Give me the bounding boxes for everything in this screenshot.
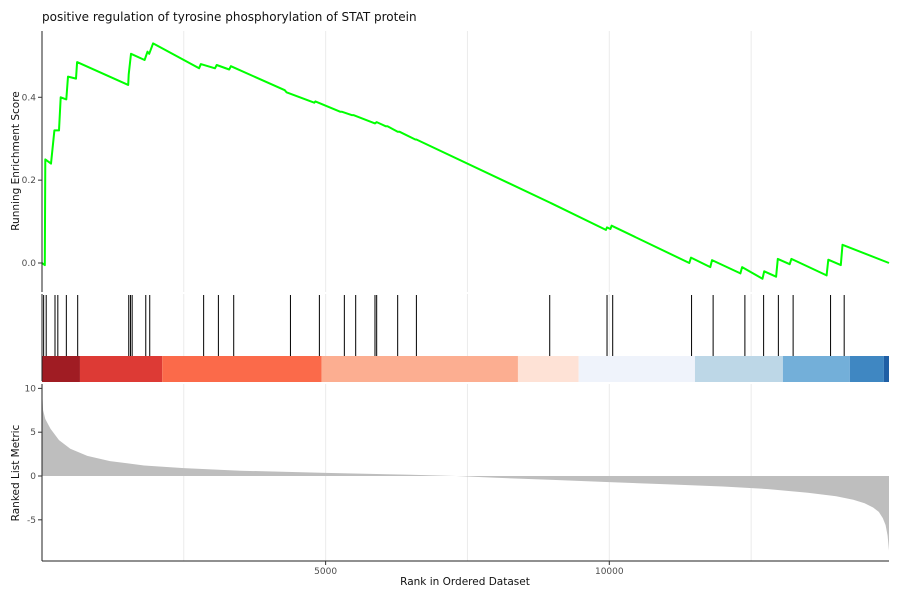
chart-title: positive regulation of tyrosine phosphor… — [42, 10, 417, 24]
y-tick-label: 0.4 — [22, 93, 37, 103]
ranked-metric-ylabel: Ranked List Metric — [10, 424, 22, 521]
color-bar-segment — [782, 356, 850, 382]
color-bar-segment — [849, 356, 884, 382]
x-tick-label: 5000 — [314, 567, 337, 577]
ranked-metric-grid — [183, 384, 752, 561]
y-tick-label: -5 — [27, 516, 36, 526]
y-tick-label: 5 — [30, 428, 36, 438]
color-bar-segment — [321, 356, 518, 382]
rank-color-bar — [42, 356, 889, 382]
ranked-metric-area — [42, 388, 889, 551]
y-tick-label: 0 — [30, 472, 36, 482]
hits-panel — [41, 294, 889, 382]
running-score-ylabel: Running Enrichment Score — [10, 91, 22, 231]
color-bar-segment — [162, 356, 322, 382]
color-bar-segment — [694, 356, 783, 382]
y-tick-label: 10 — [25, 384, 37, 394]
x-axis-label: Rank in Ordered Dataset — [400, 576, 530, 588]
color-bar-segment — [517, 356, 579, 382]
ranked-metric-y-ticks: -5 0 5 10 — [25, 384, 42, 526]
ranked-metric-panel: -5 0 5 10 5000 10000 Ranked List Metric Rank… — [10, 384, 889, 588]
running-score-line — [41, 42, 890, 280]
running-score-series — [41, 42, 890, 280]
ranked-metric-fill — [42, 388, 889, 551]
running-score-y-ticks: 0.0 0.2 0.4 — [22, 93, 42, 269]
color-bar-segment — [883, 356, 889, 382]
color-bar-segment — [79, 356, 163, 382]
y-tick-label: 0.2 — [22, 176, 36, 186]
color-bar-segment — [578, 356, 695, 382]
x-tick-label: 10000 — [595, 567, 624, 577]
y-tick-label: 0.0 — [22, 259, 37, 269]
running-score-grid — [183, 31, 752, 292]
running-score-panel: 0.0 0.2 0.4 Running Enrichment Score — [10, 31, 890, 292]
x-ticks: 5000 10000 — [314, 561, 624, 577]
color-bar-segment — [42, 356, 80, 382]
